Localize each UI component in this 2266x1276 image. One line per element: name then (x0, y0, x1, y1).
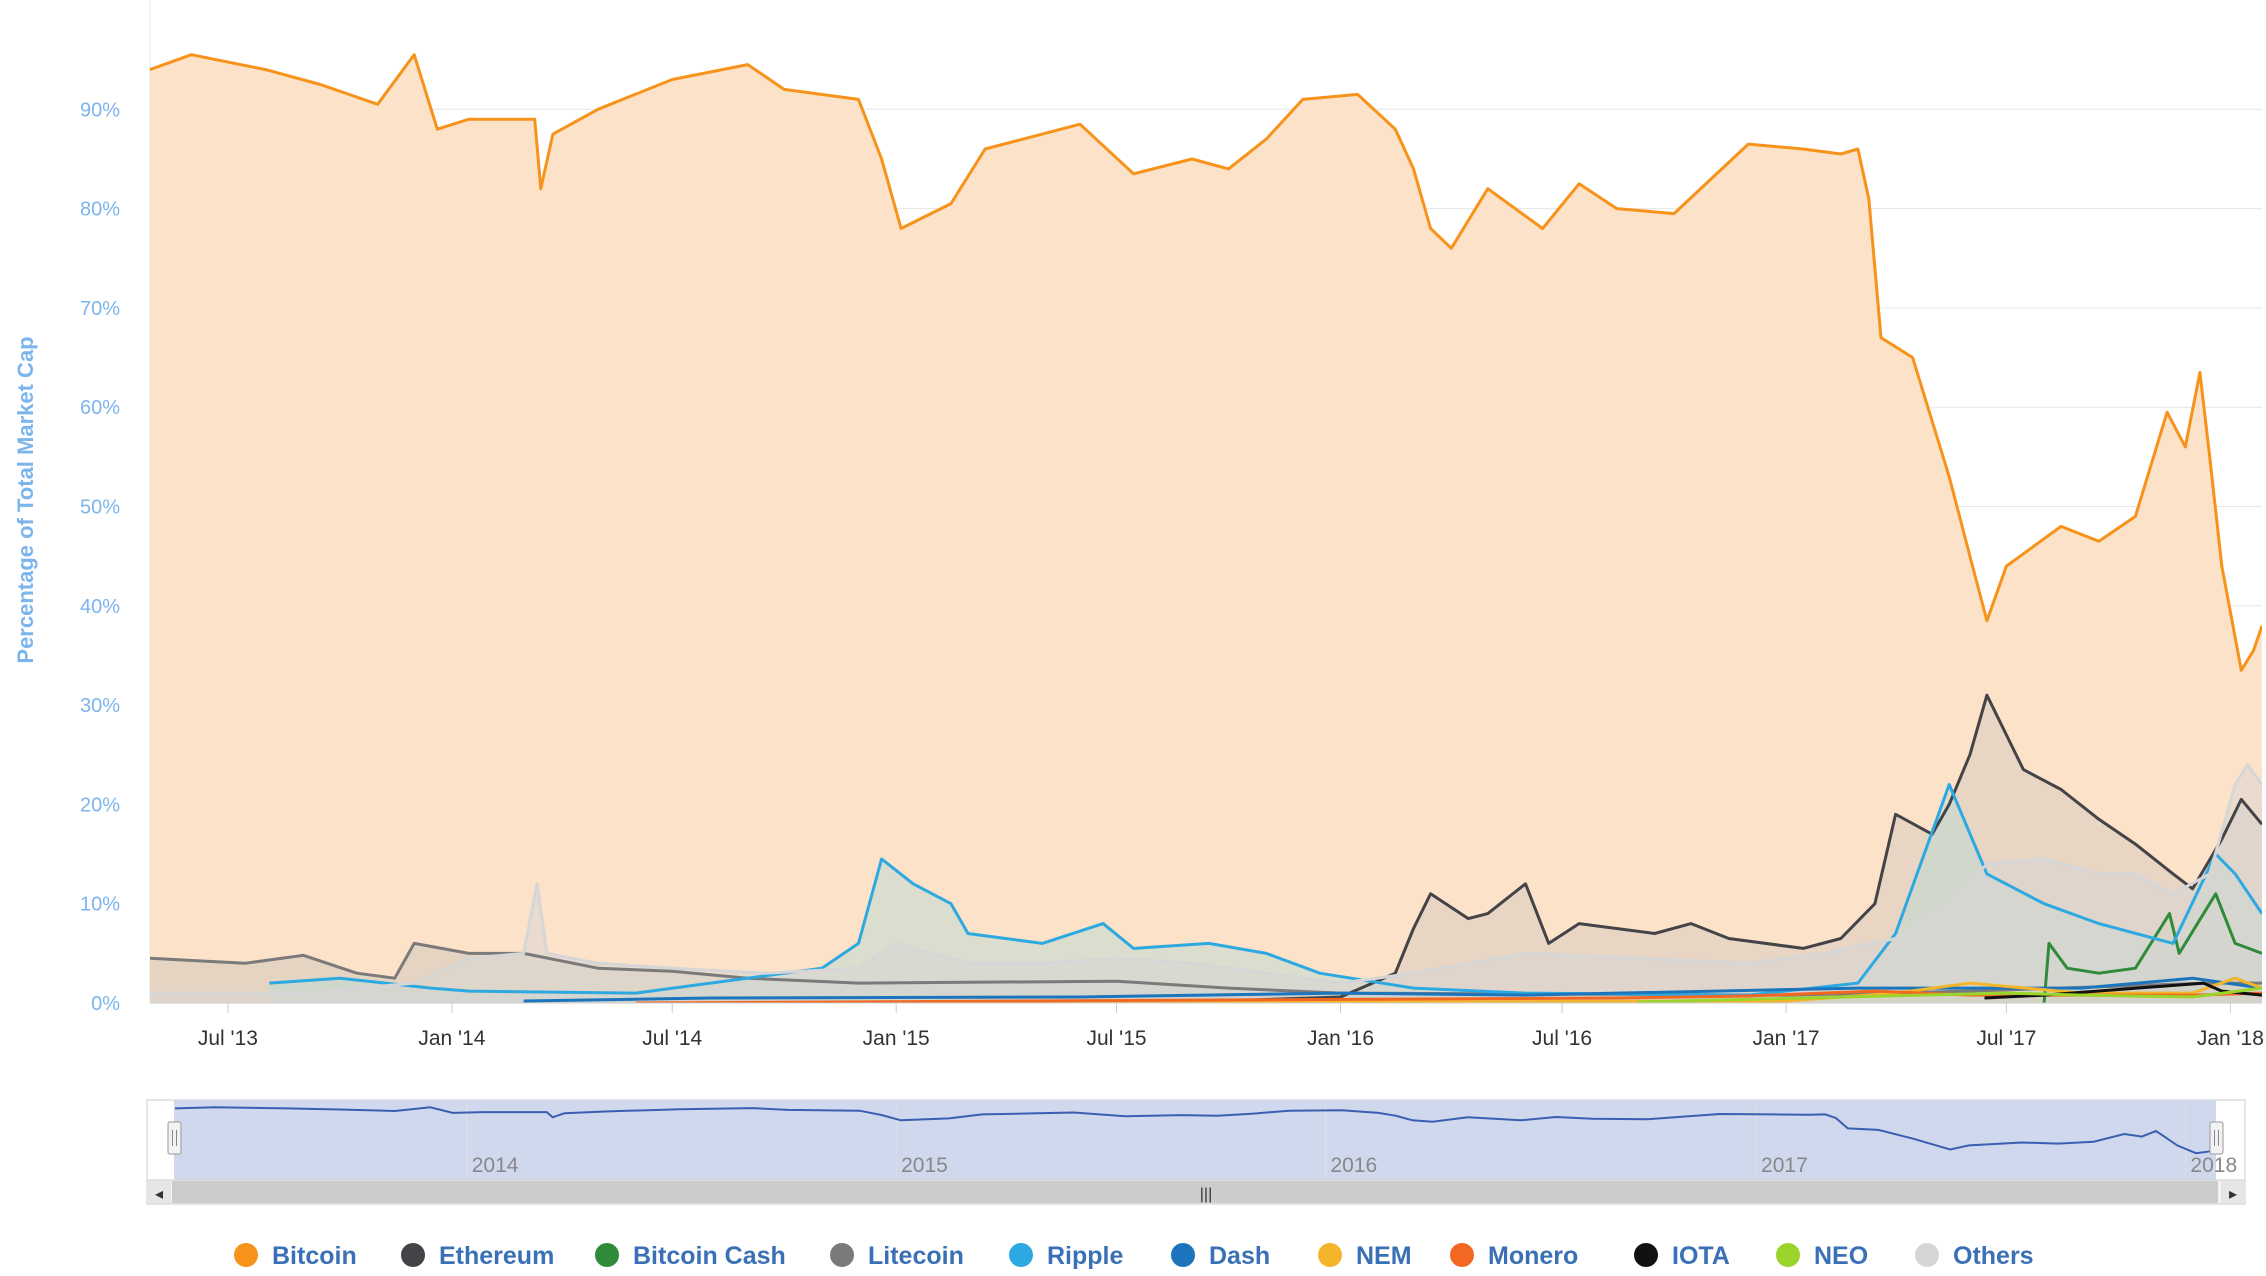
y-tick-label: 60% (80, 397, 120, 419)
chevron-left-icon: ◂ (155, 1186, 163, 1203)
legend-item-ethereum[interactable]: Ethereum (401, 1242, 554, 1270)
y-tick-label: 10% (80, 894, 120, 916)
legend-item-ripple[interactable]: Ripple (1009, 1242, 1123, 1270)
x-tick-label: Jul '15 (1087, 1027, 1147, 1050)
legend[interactable]: Bitcoin Ethereum Bitcoin Cash Litecoin Rippl… (234, 1242, 2034, 1270)
legend-marker (1634, 1243, 1658, 1267)
navigator-tick-label: 2017 (1761, 1154, 1808, 1177)
y-tick-label: 40% (80, 596, 120, 618)
x-tick-label: Jul '13 (198, 1027, 258, 1050)
ethereum-line[interactable] (1161, 693, 2262, 1003)
y-axis-label: Percentage of Total Market Cap (13, 336, 38, 663)
scroll-right-button[interactable] (2221, 1181, 2245, 1203)
legend-marker (595, 1243, 619, 1267)
legend-label: Ripple (1047, 1242, 1123, 1270)
scrollbar-grip: ||| (1200, 1186, 1212, 1203)
navigator-series-line (174, 1106, 2217, 1155)
legend-item-litecoin[interactable]: Litecoin (830, 1242, 964, 1270)
dash-line[interactable] (523, 976, 2262, 1003)
x-tick-label: Jan '16 (1307, 1027, 1374, 1050)
scroll-left-button[interactable] (147, 1181, 171, 1203)
legend-item-dash[interactable]: Dash (1171, 1242, 1270, 1270)
legend-marker (1776, 1243, 1800, 1267)
legend-label: NEO (1814, 1242, 1868, 1270)
legend-item-others[interactable]: Others (1915, 1242, 2034, 1270)
neo-line[interactable] (1637, 986, 2263, 1003)
navigator-tick-label: 2014 (472, 1154, 519, 1177)
legend-marker (1915, 1243, 1939, 1267)
x-tick-label: Jan '18 (2197, 1027, 2264, 1050)
navigator-tick-label: 2016 (1330, 1154, 1377, 1177)
legend-label: IOTA (1672, 1242, 1730, 1270)
legend-marker (1450, 1243, 1474, 1267)
legend-label: Bitcoin Cash (633, 1242, 786, 1270)
bitcoin-cash-line[interactable] (2042, 892, 2262, 1003)
legend-label: Monero (1488, 1242, 1578, 1270)
legend-marker (401, 1243, 425, 1267)
legend-item-bitcoin[interactable]: Bitcoin (234, 1242, 357, 1270)
others-line[interactable] (150, 763, 2262, 995)
scrollbar-thumb[interactable] (172, 1181, 2218, 1203)
navigator-left-handle[interactable] (167, 1121, 182, 1155)
navigator-tick-label: 2018 (2190, 1154, 2237, 1177)
y-tick-label: 90% (80, 99, 120, 121)
bitcoin-area (150, 54, 2262, 1003)
legend-marker (1318, 1243, 1342, 1267)
legend-marker (1009, 1243, 1033, 1267)
legend-label: Ethereum (439, 1242, 554, 1270)
legend-label: Litecoin (868, 1242, 964, 1270)
legend-label: Dash (1209, 1242, 1270, 1270)
x-tick-label: Jan '17 (1753, 1027, 1820, 1050)
navigator-right-handle[interactable] (2209, 1121, 2224, 1155)
x-tick-label: Jan '14 (418, 1027, 485, 1050)
navigator-axis: 2014 2015 2016 2017 2018 (466, 1100, 2237, 1180)
legend-marker (234, 1243, 258, 1267)
legend-item-iota[interactable]: IOTA (1634, 1242, 1730, 1270)
y-tick-label: 80% (80, 199, 120, 221)
bitcoin-line[interactable] (150, 53, 2262, 672)
legend-item-bitcoin-cash[interactable]: Bitcoin Cash (595, 1242, 786, 1270)
nem-line[interactable] (1005, 976, 2262, 1003)
navigator-selected-range[interactable] (174, 1100, 2216, 1180)
y-tick-label: 50% (80, 497, 120, 519)
series-lines (150, 53, 2263, 1003)
legend-label: Bitcoin (272, 1242, 357, 1270)
y-axis: 0% 10% 20% 30% 40% 50% 60% 70% 80% 90% (80, 99, 120, 1015)
legend-item-monero[interactable]: Monero (1450, 1242, 1578, 1270)
legend-item-nem[interactable]: NEM (1318, 1242, 1412, 1270)
scrollbar[interactable]: ||| ◂ ▸ (146, 1179, 2246, 1205)
x-tick-label: Jan '15 (863, 1027, 930, 1050)
x-tick-label: Jul '16 (1532, 1027, 1592, 1050)
x-tick-label: Jul '17 (1976, 1027, 2036, 1050)
legend-item-neo[interactable]: NEO (1776, 1242, 1868, 1270)
chevron-right-icon: ▸ (2229, 1186, 2237, 1203)
series-areas (150, 54, 2262, 1003)
y-tick-label: 70% (80, 298, 120, 320)
monero-line[interactable] (635, 989, 2262, 1003)
navigator[interactable]: 2014 2015 2016 2017 2018 ||| ◂ ▸ (146, 1099, 2246, 1205)
navigator-tick-label: 2015 (901, 1154, 948, 1177)
legend-label: Others (1953, 1242, 2034, 1270)
y-tick-label: 20% (80, 794, 120, 816)
legend-label: NEM (1356, 1242, 1412, 1270)
others-area (150, 764, 2262, 1003)
y-tick-label: 0% (91, 993, 120, 1015)
legend-marker (830, 1243, 854, 1267)
y-tick-label: 30% (80, 695, 120, 717)
x-axis: Jul '13 Jan '14 Jul '14 Jan '15 Jul '15 Jan '… (150, 1002, 2264, 1050)
x-tick-label: Jul '14 (642, 1027, 702, 1050)
legend-marker (1171, 1243, 1195, 1267)
